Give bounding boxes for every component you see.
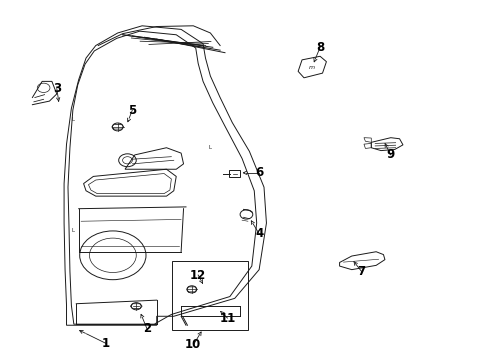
- Text: 4: 4: [254, 227, 263, 240]
- Text: 1: 1: [102, 337, 109, 350]
- Text: 5: 5: [128, 104, 136, 117]
- Text: 8: 8: [315, 41, 324, 54]
- Text: 7: 7: [357, 265, 365, 278]
- Text: 11: 11: [219, 311, 235, 325]
- Text: 10: 10: [185, 338, 201, 351]
- Text: L: L: [71, 228, 74, 233]
- Text: 9: 9: [386, 148, 394, 161]
- Text: 12: 12: [190, 269, 206, 282]
- Text: 6: 6: [254, 166, 263, 179]
- Text: L: L: [208, 145, 211, 150]
- Text: 2: 2: [142, 322, 151, 335]
- Text: L: L: [71, 117, 74, 122]
- Text: m: m: [308, 64, 314, 69]
- Text: 3: 3: [53, 82, 61, 95]
